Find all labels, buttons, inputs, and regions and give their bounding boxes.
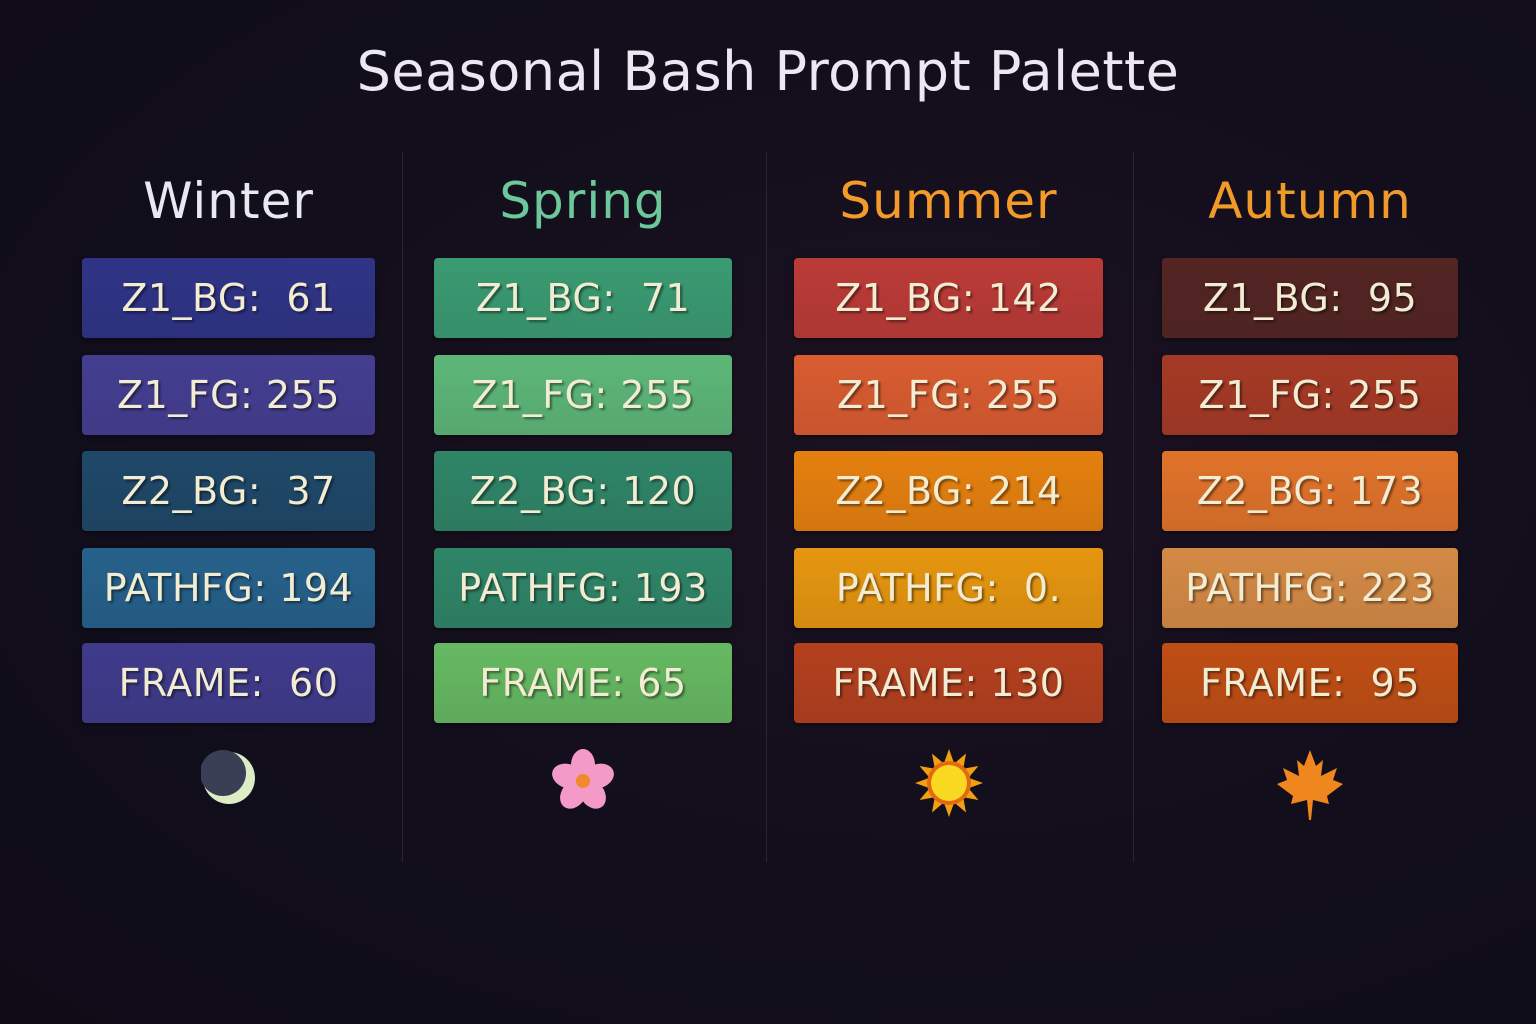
palette-swatch: Z1_BG: 61: [82, 258, 375, 338]
palette-swatch: FRAME: 95: [1162, 643, 1458, 723]
palette-swatch: Z1_BG: 71: [434, 258, 732, 338]
palette-swatch: PATHFG: 194: [82, 548, 375, 628]
palette-swatch: PATHFG: 193: [434, 548, 732, 628]
column-divider: [766, 152, 767, 862]
palette-swatch: Z1_FG: 255: [1162, 355, 1458, 435]
season-title: Autumn: [1208, 172, 1412, 230]
palette-swatch: Z1_FG: 255: [82, 355, 375, 435]
maple-leaf-icon: [1275, 748, 1345, 824]
palette-swatch: Z1_FG: 255: [434, 355, 732, 435]
palette-swatch: PATHFG: 223: [1162, 548, 1458, 628]
palette-swatch: FRAME: 65: [434, 643, 732, 723]
season-title: Winter: [143, 172, 314, 230]
crescent-moon-icon: [199, 748, 257, 812]
palette-swatch: Z2_BG: 120: [434, 451, 732, 531]
season-title: Spring: [499, 172, 667, 230]
palette-swatch: Z2_BG: 173: [1162, 451, 1458, 531]
palette-swatch: Z1_BG: 95: [1162, 258, 1458, 338]
palette-swatch: FRAME: 60: [82, 643, 375, 723]
page-title: Seasonal Bash Prompt Palette: [356, 40, 1180, 103]
palette-swatch: FRAME: 130: [794, 643, 1103, 723]
palette-swatch: Z2_BG: 37: [82, 451, 375, 531]
column-divider: [402, 152, 403, 862]
palette-swatch: PATHFG: 0.: [794, 548, 1103, 628]
sun-icon: [914, 748, 984, 822]
palette-swatch: Z1_FG: 255: [794, 355, 1103, 435]
palette-swatch: Z1_BG: 142: [794, 258, 1103, 338]
cherry-blossom-icon: [550, 748, 616, 818]
column-divider: [1133, 152, 1134, 862]
season-title: Summer: [839, 172, 1058, 230]
palette-swatch: Z2_BG: 214: [794, 451, 1103, 531]
